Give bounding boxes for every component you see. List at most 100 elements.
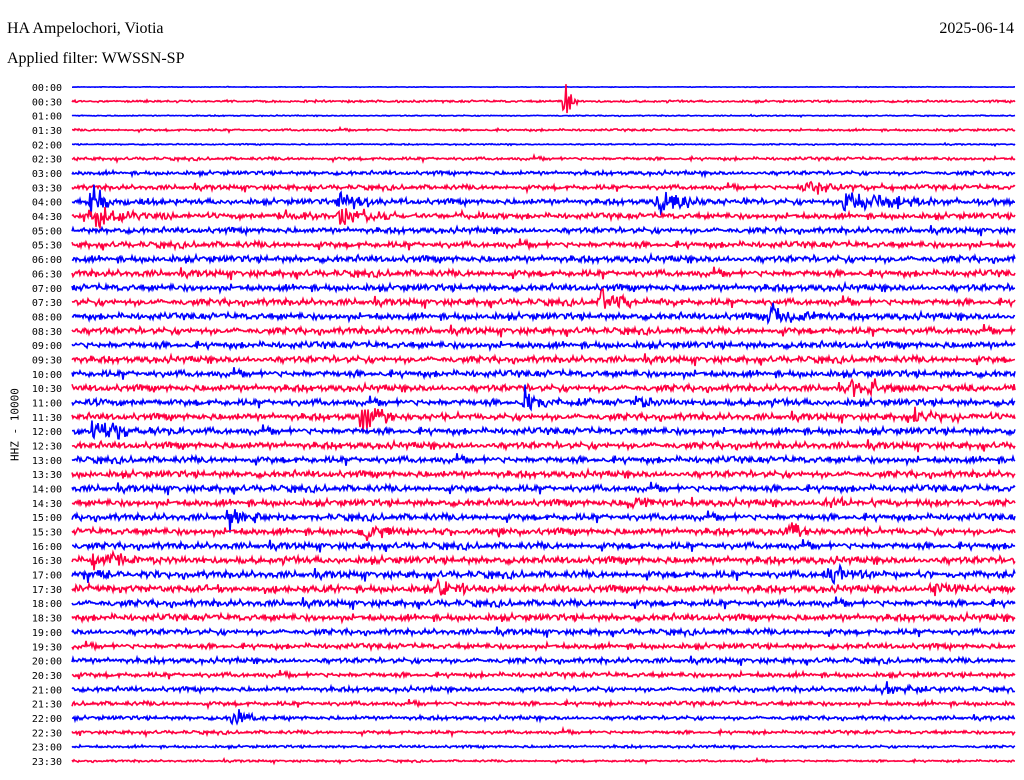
time-tick-label: 21:00 xyxy=(32,685,62,696)
seismic-trace-0800 xyxy=(71,302,1016,326)
time-tick-label: 21:30 xyxy=(32,700,62,711)
seismic-trace-0430 xyxy=(71,206,1016,231)
time-tick-label: 14:30 xyxy=(32,499,62,510)
seismic-trace-0300 xyxy=(71,168,1016,179)
seismic-trace-1700 xyxy=(71,562,1016,586)
time-tick-label: 10:00 xyxy=(32,370,62,381)
seismic-trace-0030 xyxy=(71,84,1016,114)
time-tick-label: 07:00 xyxy=(32,284,62,295)
time-tick-label: 17:00 xyxy=(32,571,62,582)
seismic-trace-1530 xyxy=(71,522,1016,541)
time-tick-label: 10:30 xyxy=(32,384,62,395)
seismic-trace-0400 xyxy=(71,184,1015,218)
time-tick-label: 13:30 xyxy=(32,470,62,481)
time-tick-label: 02:30 xyxy=(32,155,62,166)
seismic-trace-1500 xyxy=(71,509,1016,533)
time-tick-label: 09:30 xyxy=(32,355,62,366)
seismic-trace-1100 xyxy=(71,384,1016,412)
time-tick-label: 12:30 xyxy=(32,442,62,453)
time-tick-label: 00:00 xyxy=(32,83,62,94)
seismic-trace-1400 xyxy=(71,481,1016,496)
seismic-trace-1200 xyxy=(72,420,1016,441)
seismic-trace-2100 xyxy=(71,681,1016,697)
seismic-trace-0000 xyxy=(72,85,1016,89)
seismic-trace-1330 xyxy=(71,466,1016,481)
seismic-trace-0330 xyxy=(71,180,1016,195)
seismic-trace-1600 xyxy=(71,539,1016,553)
time-tick-label: 18:30 xyxy=(32,614,62,625)
seismic-trace-0500 xyxy=(71,224,1016,237)
time-tick-label: 08:00 xyxy=(32,312,62,323)
seismic-trace-0100 xyxy=(71,113,1016,119)
seismic-trace-2130 xyxy=(71,697,1016,711)
time-tick-label: 13:00 xyxy=(32,456,62,467)
time-tick-label: 11:30 xyxy=(32,413,62,424)
seismic-trace-0530 xyxy=(71,238,1016,252)
time-tick-label: 16:00 xyxy=(32,542,62,553)
time-tick-label: 20:00 xyxy=(32,657,62,668)
seismic-trace-1030 xyxy=(71,377,1016,398)
seismic-trace-1730 xyxy=(71,577,1016,597)
time-tick-label: 17:30 xyxy=(32,585,62,596)
time-tick-label: 15:30 xyxy=(32,528,62,539)
time-tick-label: 22:30 xyxy=(32,728,62,739)
seismic-trace-0830 xyxy=(71,323,1016,338)
seismic-trace-1430 xyxy=(71,495,1016,510)
time-tick-label: 12:00 xyxy=(32,427,62,438)
seismic-trace-0130 xyxy=(72,125,1016,134)
time-tick-label: 23:30 xyxy=(32,757,62,768)
time-tick-label: 06:00 xyxy=(32,255,62,266)
time-tick-label: 05:00 xyxy=(32,226,62,237)
seismic-trace-2300 xyxy=(71,743,1016,751)
time-tick-label: 11:00 xyxy=(32,398,62,409)
station-title: HA Ampelochori, Viotia xyxy=(7,20,164,37)
seismic-trace-0900 xyxy=(71,338,1016,353)
time-tick-label: 19:30 xyxy=(32,642,62,653)
seismic-trace-2030 xyxy=(71,669,1016,681)
seismic-trace-1130 xyxy=(71,406,1016,432)
seismic-trace-1630 xyxy=(71,549,1016,571)
time-tick-label: 08:30 xyxy=(32,327,62,338)
time-tick-label: 15:00 xyxy=(32,513,62,524)
time-tick-label: 07:30 xyxy=(32,298,62,309)
seismic-trace-1800 xyxy=(71,596,1016,610)
seismic-trace-0930 xyxy=(71,352,1016,367)
time-tick-label: 09:00 xyxy=(32,341,62,352)
time-tick-label: 01:30 xyxy=(32,126,62,137)
time-tick-label: 19:00 xyxy=(32,628,62,639)
time-tick-label: 23:00 xyxy=(32,743,62,754)
seismic-trace-0730 xyxy=(71,287,1016,310)
seismic-trace-0230 xyxy=(71,152,1016,165)
seismic-trace-2000 xyxy=(71,654,1016,667)
seismic-trace-1230 xyxy=(71,438,1016,453)
seismic-trace-2200 xyxy=(71,709,1016,726)
time-tick-label: 03:30 xyxy=(32,183,62,194)
date-label: 2025-06-14 xyxy=(939,20,1014,37)
time-tick-label: 03:00 xyxy=(32,169,62,180)
time-tick-label: 04:30 xyxy=(32,212,62,223)
seismic-trace-2230 xyxy=(71,725,1016,739)
time-tick-label: 18:00 xyxy=(32,599,62,610)
seismic-trace-1830 xyxy=(71,610,1016,625)
time-tick-label: 20:30 xyxy=(32,671,62,682)
seismic-trace-0200 xyxy=(71,141,1016,148)
seismic-trace-0700 xyxy=(71,280,1016,295)
filter-label: Applied filter: WWSSN-SP xyxy=(7,50,185,67)
time-tick-label: 05:30 xyxy=(32,241,62,252)
time-tick-label: 04:00 xyxy=(32,198,62,209)
time-tick-label: 01:00 xyxy=(32,112,62,123)
seismic-trace-1900 xyxy=(71,626,1016,639)
time-tick-label: 22:00 xyxy=(32,714,62,725)
seismic-trace-0600 xyxy=(71,251,1016,266)
time-tick-label: 06:30 xyxy=(32,269,62,280)
seismic-trace-1930 xyxy=(71,640,1016,653)
time-tick-label: 16:30 xyxy=(32,556,62,567)
seismic-trace-0630 xyxy=(71,266,1016,281)
time-tick-label: 00:30 xyxy=(32,97,62,108)
seismic-trace-1000 xyxy=(71,367,1016,381)
time-tick-label: 02:00 xyxy=(32,140,62,151)
time-tick-label: 14:00 xyxy=(32,485,62,496)
seismic-trace-1300 xyxy=(71,453,1016,467)
seismic-trace-2330 xyxy=(71,756,1015,766)
